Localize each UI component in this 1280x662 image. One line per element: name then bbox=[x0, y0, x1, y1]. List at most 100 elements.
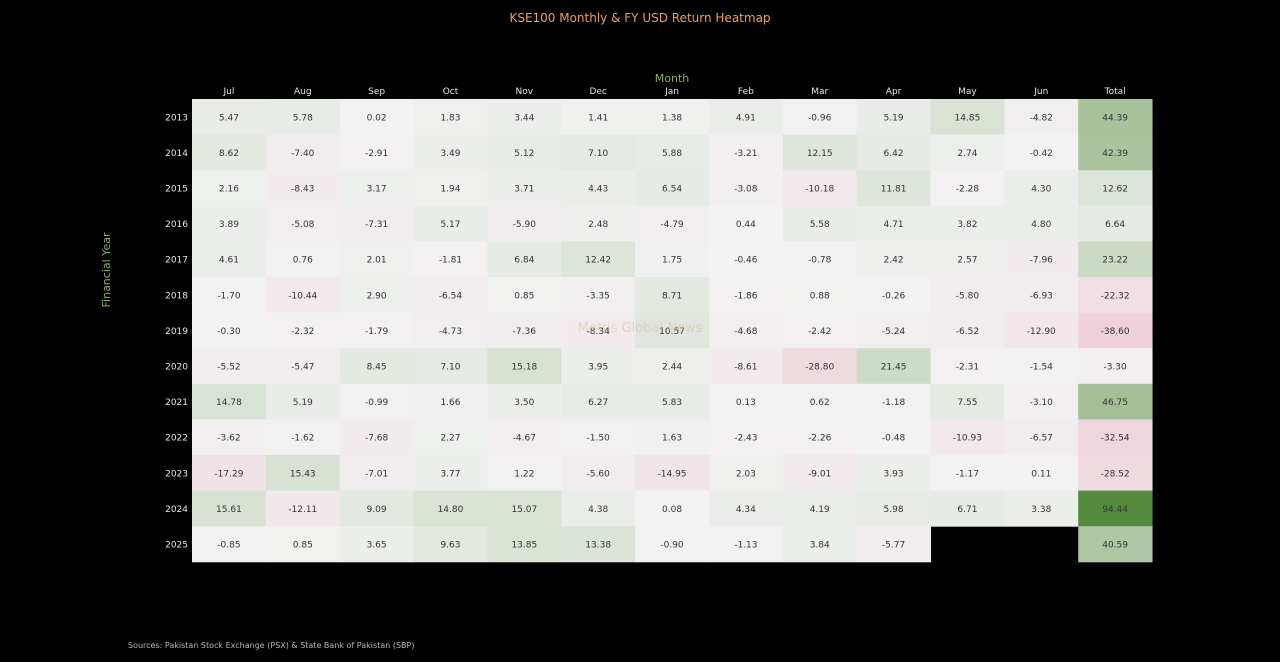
heatmap-cell bbox=[856, 312, 931, 349]
cell-value-label: 14.80 bbox=[438, 505, 464, 515]
heatmap-cell bbox=[1078, 490, 1153, 527]
heatmap-cell bbox=[487, 241, 562, 278]
cell-value-label: -1.62 bbox=[291, 434, 314, 444]
heatmap-cell bbox=[487, 277, 562, 314]
cell-value-label: 4.71 bbox=[884, 220, 904, 230]
cell-value-label: 2.90 bbox=[367, 291, 387, 301]
heatmap-cell bbox=[782, 205, 858, 242]
cell-value-label: 4.38 bbox=[588, 505, 608, 515]
heatmap-cell bbox=[561, 490, 636, 527]
row-label-2020: 2020 bbox=[165, 363, 188, 373]
heatmap-cell bbox=[265, 134, 341, 171]
cell-value-label: 2.42 bbox=[884, 256, 904, 266]
heatmap-cell bbox=[708, 241, 784, 278]
heatmap-cell bbox=[265, 205, 341, 242]
heatmap-cell bbox=[339, 455, 415, 492]
cell-value-label: 8.71 bbox=[662, 291, 682, 301]
heatmap-cell bbox=[561, 526, 636, 563]
column-label-mar: Mar bbox=[811, 87, 828, 97]
cell-value-label: 1.63 bbox=[662, 434, 682, 444]
cell-value-label: -38.60 bbox=[1101, 327, 1130, 337]
cell-value-label: -1.18 bbox=[882, 398, 906, 408]
heatmap-cell bbox=[413, 205, 488, 242]
row-label-2023: 2023 bbox=[165, 469, 188, 479]
heatmap-cell bbox=[413, 383, 488, 420]
cell-value-label: 12.62 bbox=[1102, 185, 1128, 195]
cell-value-label: 4.61 bbox=[219, 256, 239, 266]
cell-value-label: -0.99 bbox=[365, 398, 389, 408]
heatmap-cell bbox=[782, 99, 858, 136]
heatmap-cell bbox=[487, 383, 562, 420]
heatmap-cell bbox=[265, 241, 341, 278]
heatmap-cell bbox=[192, 312, 267, 349]
cell-value-label: -6.57 bbox=[1030, 434, 1053, 444]
row-label-2024: 2024 bbox=[165, 505, 188, 515]
heatmap-cell bbox=[413, 99, 488, 136]
heatmap-cell bbox=[413, 134, 488, 171]
cell-value-label: -2.32 bbox=[291, 327, 314, 337]
cell-value-label: 5.19 bbox=[293, 398, 313, 408]
heatmap-cell bbox=[782, 490, 858, 527]
heatmap-cell bbox=[856, 490, 931, 527]
cell-value-label: -5.80 bbox=[956, 291, 980, 301]
cell-value-label: 3.77 bbox=[440, 469, 460, 479]
heatmap-cell bbox=[192, 241, 267, 278]
cell-value-label: 7.10 bbox=[440, 363, 460, 373]
row-label-2014: 2014 bbox=[165, 149, 188, 159]
heatmap-cell bbox=[487, 455, 562, 492]
heatmap-cell bbox=[339, 526, 415, 563]
cell-value-label: 0.62 bbox=[810, 398, 830, 408]
cell-value-label: -1.86 bbox=[734, 291, 758, 301]
heatmap-cell bbox=[708, 134, 784, 171]
cell-value-label: -8.34 bbox=[587, 327, 611, 337]
cell-value-label: 42.39 bbox=[1102, 149, 1128, 159]
column-label-feb: Feb bbox=[738, 87, 754, 97]
heatmap-cell bbox=[561, 348, 636, 385]
cell-value-label: 0.08 bbox=[662, 505, 682, 515]
cell-value-label: 0.13 bbox=[736, 398, 756, 408]
heatmap-cell bbox=[339, 490, 415, 527]
cell-value-label: 13.38 bbox=[585, 541, 611, 551]
heatmap-cell bbox=[782, 312, 858, 349]
cell-value-label: 5.19 bbox=[884, 113, 904, 123]
cell-value-label: -32.54 bbox=[1101, 434, 1130, 444]
heatmap-cell bbox=[782, 170, 858, 207]
cell-value-label: 5.12 bbox=[514, 149, 534, 159]
cell-value-label: -10.44 bbox=[288, 291, 317, 301]
cell-value-label: 9.63 bbox=[440, 541, 460, 551]
heatmap-cell bbox=[413, 348, 488, 385]
cell-value-label: 9.09 bbox=[367, 505, 387, 515]
heatmap-cell bbox=[1078, 383, 1153, 420]
heatmap-cell bbox=[782, 348, 858, 385]
column-label-nov: Nov bbox=[516, 87, 534, 97]
column-label-jan: Jan bbox=[664, 87, 679, 97]
cell-value-label: -3.62 bbox=[217, 434, 240, 444]
cell-value-label: -14.95 bbox=[658, 469, 687, 479]
cell-value-label: -8.43 bbox=[291, 185, 314, 195]
heatmap-cell bbox=[1004, 348, 1079, 385]
heatmap-cell bbox=[561, 170, 636, 207]
cell-value-label: -7.36 bbox=[513, 327, 537, 337]
cell-value-label: 2.27 bbox=[440, 434, 460, 444]
cell-value-label: 3.71 bbox=[514, 185, 534, 195]
source-note: Sources: Pakistan Stock Exchange (PSX) &… bbox=[128, 641, 415, 650]
cell-value-label: 7.10 bbox=[588, 149, 608, 159]
heatmap-cell bbox=[192, 348, 267, 385]
heatmap-cell bbox=[782, 526, 858, 563]
heatmap-cell bbox=[856, 526, 931, 563]
cell-value-label: -4.82 bbox=[1030, 113, 1053, 123]
row-label-2017: 2017 bbox=[165, 256, 188, 266]
column-label-may: May bbox=[958, 87, 977, 97]
heatmap-cell bbox=[192, 526, 267, 563]
cell-value-label: -9.01 bbox=[808, 469, 831, 479]
cell-value-label: 44.39 bbox=[1102, 113, 1128, 123]
column-label-total: Total bbox=[1104, 87, 1126, 97]
heatmap-cell bbox=[856, 134, 931, 171]
heatmap-cell bbox=[708, 170, 784, 207]
cell-value-label: -2.28 bbox=[956, 185, 980, 195]
cell-value-label: 15.61 bbox=[216, 505, 242, 515]
heatmap-cell bbox=[635, 170, 710, 207]
heatmap-cell bbox=[930, 490, 1005, 527]
cell-value-label: 1.41 bbox=[588, 113, 608, 123]
heatmap-cell bbox=[265, 99, 341, 136]
